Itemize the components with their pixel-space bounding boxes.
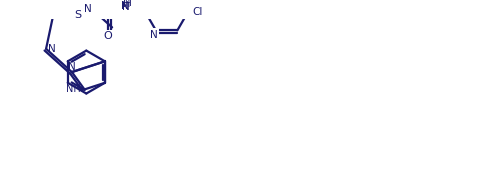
- Text: NH: NH: [65, 84, 80, 94]
- Text: H: H: [124, 0, 131, 9]
- Text: N: N: [121, 1, 129, 11]
- Text: N: N: [85, 4, 92, 14]
- Text: O: O: [103, 31, 112, 41]
- Text: H: H: [123, 0, 130, 9]
- Text: N: N: [68, 62, 76, 72]
- Text: S: S: [75, 10, 82, 20]
- Text: Cl: Cl: [192, 7, 202, 17]
- Text: N: N: [150, 30, 158, 40]
- Text: N: N: [122, 2, 130, 12]
- Text: N: N: [48, 44, 56, 54]
